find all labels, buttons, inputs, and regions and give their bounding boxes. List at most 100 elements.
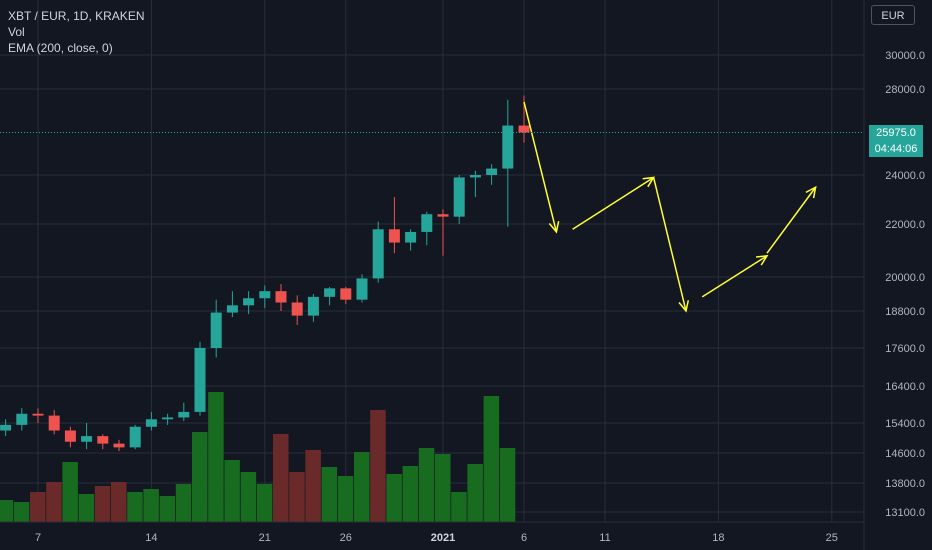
candle-body [356, 278, 368, 300]
candle-body [259, 291, 271, 299]
volume-bar [175, 484, 192, 522]
price-tick-label: 30000.0 [885, 50, 925, 62]
candle-body [226, 305, 238, 313]
candle-body [421, 214, 433, 232]
price-tick-label: 18800.0 [885, 306, 925, 318]
annotation-line [523, 101, 558, 233]
candle-body [324, 288, 336, 297]
volume-bar [13, 502, 30, 522]
candle-body [210, 312, 222, 348]
last-price-tag: 25975.0 [869, 124, 923, 141]
candle-body [194, 348, 206, 412]
volume-bar [143, 489, 159, 522]
volume-bar [337, 476, 354, 522]
candles [0, 95, 530, 452]
volume-bar [451, 492, 467, 522]
volume-bar [386, 474, 402, 522]
time-tick-label: 2021 [431, 532, 455, 544]
candle-body [32, 413, 44, 416]
candle-body [340, 288, 352, 300]
price-tick-label: 17600.0 [885, 343, 925, 355]
price-tick-label: 22000.0 [885, 219, 925, 231]
annotation-line [652, 177, 687, 312]
candle-body [48, 415, 60, 431]
annotation-arrowhead [548, 221, 560, 234]
candle-body [162, 417, 174, 420]
annotation-line [701, 255, 768, 298]
candle-body [486, 168, 498, 175]
candle-body [453, 177, 465, 217]
volume-bar [159, 496, 176, 522]
legend-ema[interactable]: EMA (200, close, 0) [8, 41, 113, 55]
volume-bar [305, 450, 321, 522]
price-tick-label: 15400.0 [885, 418, 925, 430]
annotation-arrowhead [805, 185, 817, 199]
volume-bar [402, 466, 419, 522]
annotation-drawing [523, 101, 817, 313]
candle-body [405, 231, 417, 243]
time-tick-label: 18 [712, 532, 724, 544]
volume-bar [370, 410, 386, 522]
volume-bar [127, 492, 143, 522]
volume-bar [499, 448, 516, 522]
candle-body [518, 125, 530, 133]
annotation-line [572, 176, 655, 230]
candle-body [97, 436, 109, 444]
time-tick-label: 11 [599, 532, 610, 544]
candle-body [0, 424, 12, 431]
price-axis-labels[interactable]: 30000.0 28000.0 24000.0 22000.0 20000.0 18800… [885, 50, 925, 519]
time-tick-label: 14 [145, 532, 157, 544]
candle-body [81, 436, 93, 442]
time-tick-label: 26 [340, 532, 352, 544]
volume-bar [62, 462, 78, 522]
volume-bar [435, 454, 451, 522]
candle-body [178, 411, 190, 418]
time-tick-label: 21 [259, 532, 271, 544]
price-tick-label: 14600.0 [885, 448, 925, 460]
currency-button[interactable]: EUR [871, 5, 915, 25]
price-tick-label: 16400.0 [885, 381, 925, 393]
volume-bar [46, 482, 62, 522]
candle-body [243, 298, 255, 306]
legend-volume[interactable]: Vol [8, 25, 25, 39]
candle-body [129, 426, 141, 448]
volume-bar [240, 472, 257, 522]
x-axis-labels: 7 14 21 26 2021 6 11 18 25 [35, 532, 838, 544]
time-tick-label: 6 [521, 532, 527, 544]
time-tick-label: 25 [826, 532, 838, 544]
annotation-line [766, 186, 817, 254]
candle-body [291, 302, 303, 316]
volume-bar [289, 472, 305, 522]
volume-bar [94, 486, 111, 522]
volume-bar [467, 464, 483, 522]
candle-body [113, 443, 125, 448]
volume-bar [321, 467, 338, 522]
price-tick-label: 20000.0 [885, 272, 925, 284]
volume-bar [192, 432, 208, 522]
volume-bar [418, 448, 435, 522]
volume-bars [0, 392, 516, 522]
price-tick-label: 24000.0 [885, 170, 925, 182]
time-tick-label: 7 [35, 532, 41, 544]
countdown-tag: 04:44:06 [869, 140, 923, 157]
candle-body [437, 214, 449, 217]
volume-bar [483, 396, 500, 522]
price-tick-label: 13100.0 [885, 507, 925, 519]
candle-body [388, 229, 400, 243]
volume-bar [256, 484, 273, 522]
volume-bar [111, 482, 127, 522]
legend-symbol[interactable]: XBT / EUR, 1D, KRAKEN [8, 9, 145, 23]
candle-body [469, 175, 481, 178]
volume-bar [78, 494, 95, 522]
volume-bar [30, 492, 46, 522]
price-tick-label: 28000.0 [885, 84, 925, 96]
chart-legend: XBT / EUR, 1D, KRAKEN Vol EMA (200, clos… [8, 8, 144, 56]
volume-bar [224, 460, 240, 522]
volume-bar [0, 500, 14, 522]
volume-bar [354, 452, 370, 522]
annotation-arrowhead [642, 176, 656, 188]
candle-body [16, 413, 28, 425]
volume-bar [208, 392, 224, 522]
